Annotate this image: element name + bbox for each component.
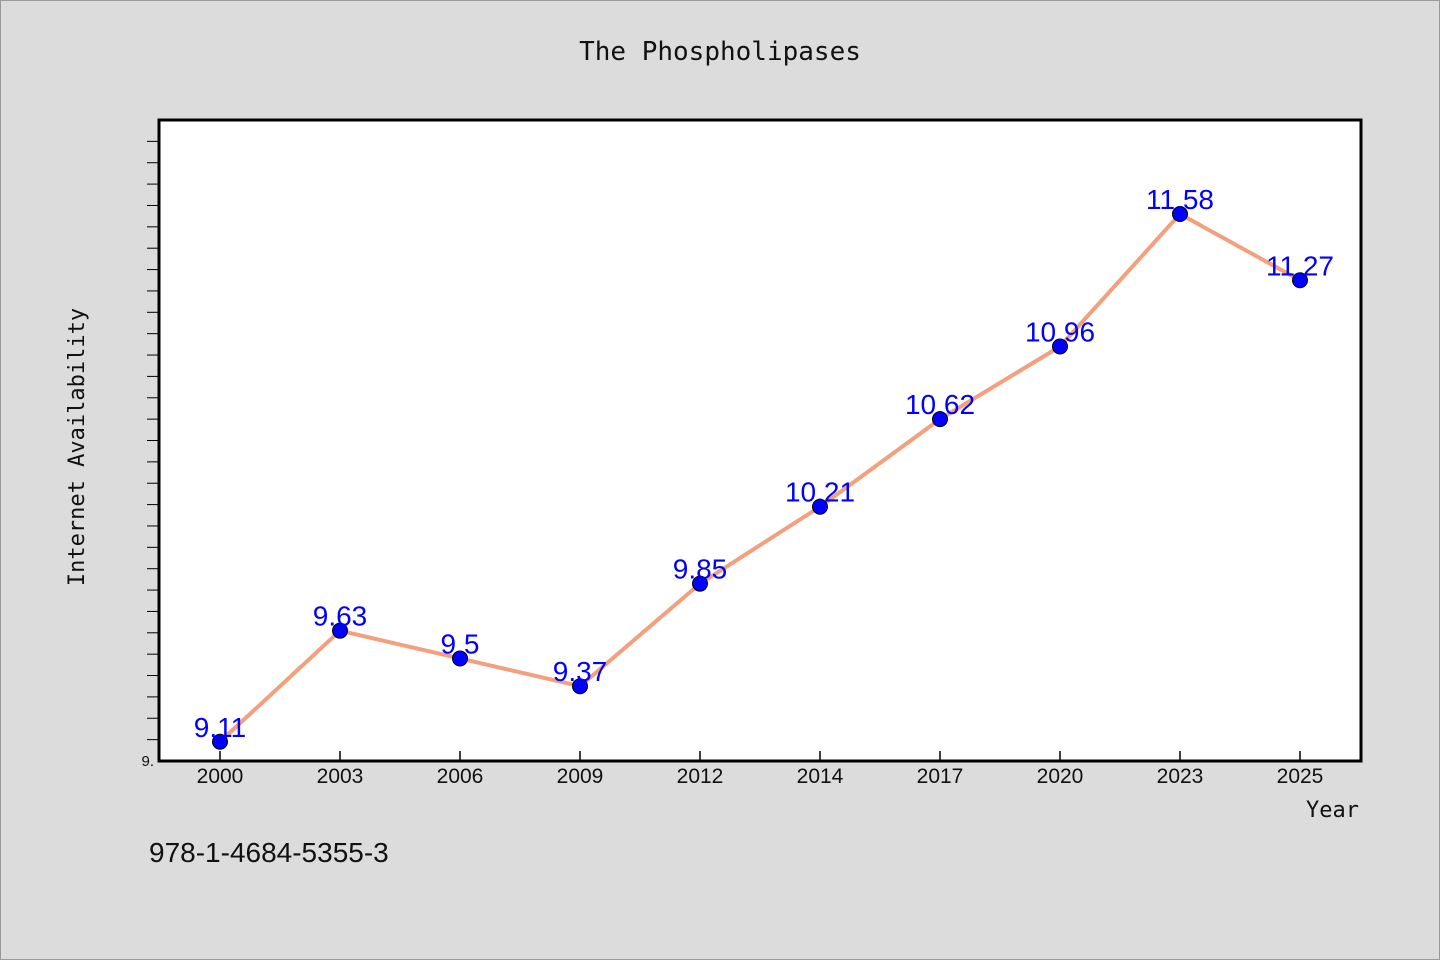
x-axis-label: Year [1306, 798, 1359, 823]
data-label: 9.5 [441, 628, 480, 659]
data-label: 11.58 [1146, 184, 1214, 215]
data-label: 10.96 [1025, 316, 1095, 347]
data-point [1172, 206, 1188, 223]
data-point [932, 411, 948, 428]
data-point [572, 678, 588, 695]
data-point [452, 650, 468, 667]
data-label: 9.63 [313, 601, 368, 632]
data-point [812, 498, 828, 515]
data-point [1052, 338, 1068, 355]
x-tick-label: 2025 [1277, 765, 1324, 788]
series-layer: 9.11 9.63 9.5 9.37 9.85 10.21 10.62 10.96 11.58 1… [194, 184, 1334, 750]
x-tick-label: 2006 [437, 765, 484, 788]
data-point [212, 733, 228, 750]
x-tick-label: 2020 [1037, 765, 1084, 788]
data-label: 9.85 [673, 554, 728, 585]
y-axis-ticks: 9. [141, 140, 159, 770]
x-tick-label: 2012 [677, 765, 724, 788]
data-label: 11.27 [1266, 250, 1334, 281]
x-tick-label: 2017 [917, 765, 964, 788]
x-tick-label: 2009 [557, 765, 604, 788]
plot-area [157, 118, 1363, 763]
y-tick-label: 9. [141, 753, 154, 770]
isbn-footer: 978-1-4684-5355-3 [149, 837, 389, 868]
y-axis-label: Internet Availability [65, 308, 90, 586]
x-tick-label: 2014 [797, 765, 844, 788]
x-axis-ticks: 2000 2003 2006 2009 2012 2014 2017 2020 2023 2025 [197, 751, 1324, 788]
x-tick-label: 2000 [197, 765, 244, 788]
x-tick-label: 2023 [1157, 765, 1204, 788]
data-label: 10.21 [785, 477, 855, 508]
data-point [692, 575, 708, 592]
chart-title: The Phospholipases [579, 37, 861, 67]
data-point [1292, 272, 1308, 289]
data-label: 10.62 [905, 389, 975, 420]
series-line [218, 212, 1301, 744]
data-label: 9.11 [194, 712, 246, 743]
x-tick-label: 2003 [317, 765, 364, 788]
data-point [332, 622, 348, 639]
data-label: 9.37 [553, 656, 608, 687]
